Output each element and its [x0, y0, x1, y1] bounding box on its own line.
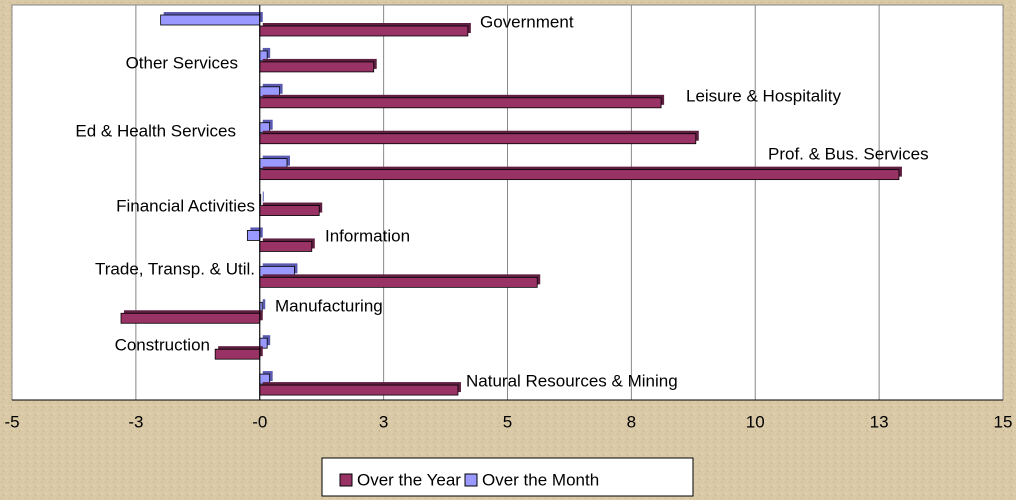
bar [259, 133, 697, 145]
bar [246, 230, 261, 241]
x-tick-label: -0 [252, 412, 267, 431]
x-tick-label: 8 [627, 412, 636, 431]
bar [259, 169, 900, 181]
legend-swatch [339, 473, 353, 487]
bar [259, 25, 469, 37]
bar [120, 312, 261, 324]
legend-swatch [464, 473, 478, 487]
bar [160, 14, 261, 26]
legend-label: Over the Month [482, 470, 599, 489]
category-label: Prof. & Bus. Services [768, 144, 929, 163]
legend-label: Over the Year [357, 470, 461, 489]
category-label: Ed & Health Services [75, 121, 236, 140]
x-tick-label: 10 [746, 412, 765, 431]
category-label: Trade, Transp. & Util. [95, 259, 255, 278]
bar [259, 276, 538, 288]
bar [259, 241, 313, 252]
bar [259, 97, 662, 109]
bar [259, 61, 375, 73]
x-tick-label: -3 [128, 412, 143, 431]
category-label: Financial Activities [116, 196, 255, 215]
bar [214, 348, 261, 360]
bar [259, 384, 459, 396]
bar-depth [262, 191, 264, 202]
legend [321, 457, 694, 497]
x-tick-label: 15 [994, 412, 1013, 431]
category-label: Natural Resources & Mining [466, 371, 678, 390]
bar-depth [262, 299, 266, 310]
category-label: Other Services [126, 53, 238, 72]
category-label: Government [480, 12, 574, 31]
category-label: Leisure & Hospitality [686, 86, 841, 105]
category-label: Information [325, 226, 410, 245]
bar [259, 205, 320, 216]
x-tick-label: 5 [503, 412, 512, 431]
category-label: Manufacturing [275, 296, 383, 315]
x-tick-label: -5 [4, 412, 19, 431]
x-tick-label: 3 [379, 412, 388, 431]
x-tick-label: 13 [870, 412, 889, 431]
category-label: Construction [115, 335, 210, 354]
